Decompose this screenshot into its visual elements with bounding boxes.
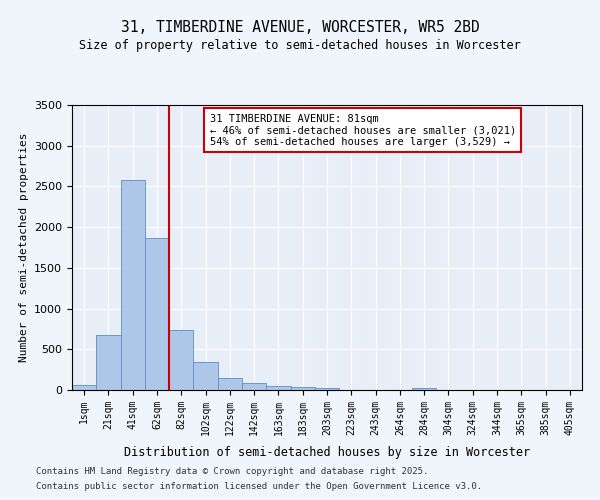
Bar <box>412 388 436 390</box>
Text: Contains public sector information licensed under the Open Government Licence v3: Contains public sector information licen… <box>36 482 482 491</box>
Text: Size of property relative to semi-detached houses in Worcester: Size of property relative to semi-detach… <box>79 40 521 52</box>
Y-axis label: Number of semi-detached properties: Number of semi-detached properties <box>19 132 29 362</box>
Bar <box>242 384 266 390</box>
X-axis label: Distribution of semi-detached houses by size in Worcester: Distribution of semi-detached houses by … <box>124 446 530 459</box>
Bar <box>193 362 218 390</box>
Bar <box>290 387 315 390</box>
Bar <box>121 180 145 390</box>
Text: 31, TIMBERDINE AVENUE, WORCESTER, WR5 2BD: 31, TIMBERDINE AVENUE, WORCESTER, WR5 2B… <box>121 20 479 35</box>
Text: 31 TIMBERDINE AVENUE: 81sqm
← 46% of semi-detached houses are smaller (3,021)
54: 31 TIMBERDINE AVENUE: 81sqm ← 46% of sem… <box>210 114 516 147</box>
Bar <box>315 388 339 390</box>
Bar <box>96 336 121 390</box>
Bar <box>218 378 242 390</box>
Text: Contains HM Land Registry data © Crown copyright and database right 2025.: Contains HM Land Registry data © Crown c… <box>36 467 428 476</box>
Bar <box>169 330 193 390</box>
Bar <box>266 386 290 390</box>
Bar <box>72 385 96 390</box>
Bar <box>145 238 169 390</box>
